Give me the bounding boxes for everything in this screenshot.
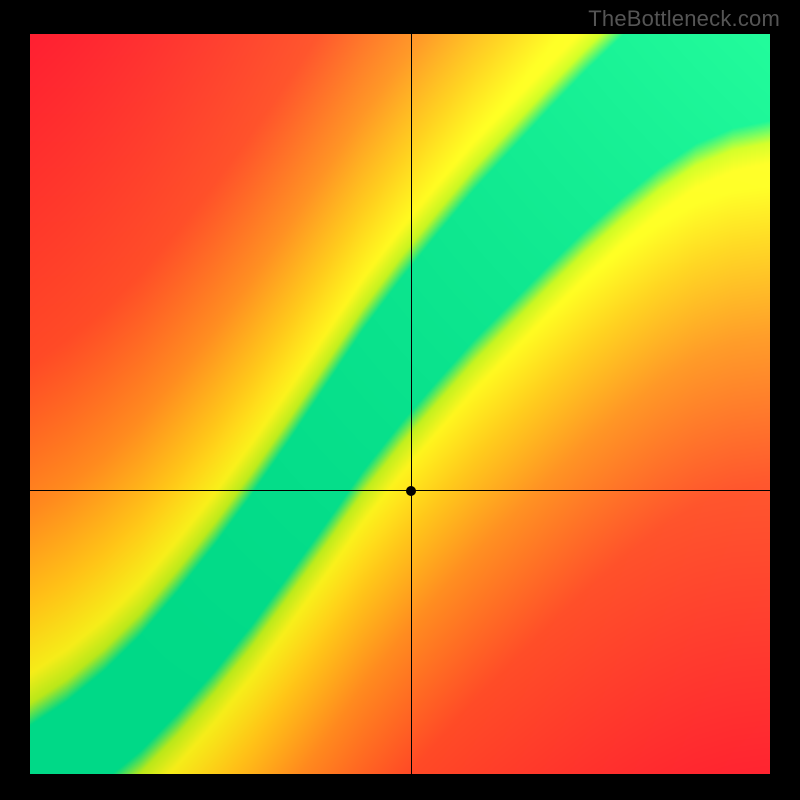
crosshair-horizontal <box>30 490 770 491</box>
watermark-text: TheBottleneck.com <box>588 6 780 32</box>
selection-marker <box>406 486 416 496</box>
heatmap-canvas <box>30 34 770 774</box>
crosshair-vertical <box>411 34 412 774</box>
bottleneck-heatmap <box>30 34 770 774</box>
